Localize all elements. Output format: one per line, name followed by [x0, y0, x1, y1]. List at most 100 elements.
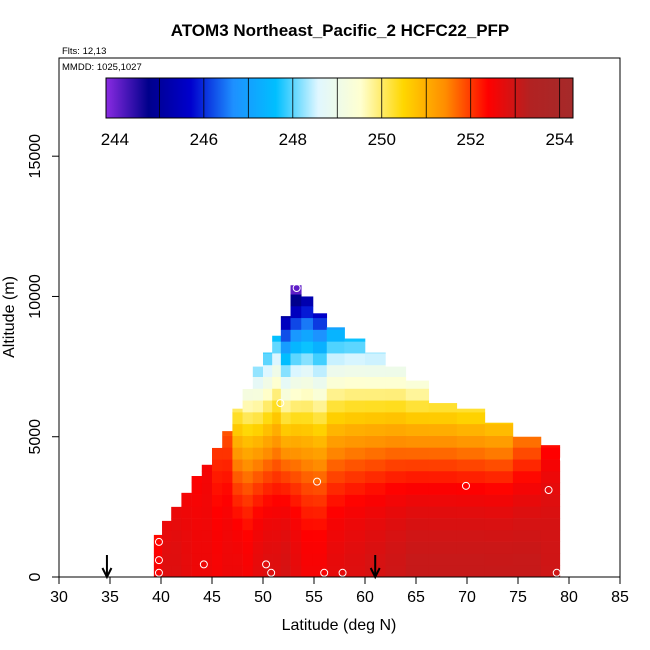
heatmap-cell	[326, 529, 345, 542]
heatmap-cell	[252, 470, 264, 484]
heatmap-cell	[301, 353, 314, 366]
heatmap-cell	[272, 529, 282, 542]
heatmap-cell	[301, 553, 314, 566]
heatmap-cell	[484, 494, 514, 507]
heatmap-cell	[290, 294, 302, 307]
heatmap-cell	[252, 366, 264, 377]
heatmap-cell	[365, 447, 386, 460]
heatmap-cell	[512, 447, 542, 460]
heatmap-cell	[290, 518, 302, 531]
heatmap-cell	[312, 435, 328, 448]
heatmap-cell	[301, 529, 314, 542]
heatmap-cell	[242, 470, 254, 484]
heatmap-cell	[222, 435, 233, 448]
heatmap-cell	[263, 518, 273, 531]
heatmap-cell	[365, 494, 386, 507]
x-tick-label: 40	[152, 589, 170, 606]
heatmap-cell	[280, 529, 291, 542]
heatmap-cell	[344, 518, 366, 531]
heatmap-cell	[272, 435, 282, 448]
heatmap-cell	[242, 518, 254, 531]
heatmap-cell	[456, 565, 486, 578]
heatmap-cell	[365, 376, 386, 389]
heatmap-cell	[428, 565, 458, 578]
heatmap-cell	[456, 482, 486, 495]
y-tick-label: 15000	[27, 134, 44, 179]
heatmap-cell	[301, 506, 314, 519]
heatmap-cell	[242, 459, 254, 472]
heatmap-cell	[222, 447, 233, 460]
heatmap-cell	[428, 541, 458, 554]
heatmap-cell	[201, 565, 213, 578]
sample-point	[199, 560, 208, 569]
flights-label: Flts: 12,13	[62, 46, 106, 57]
heatmap-cell	[272, 335, 282, 342]
heatmap-cell	[232, 408, 243, 413]
heatmap-cell	[405, 400, 430, 413]
heatmap-cell	[428, 470, 458, 484]
heatmap-cell	[456, 412, 486, 425]
sample-point	[276, 399, 285, 408]
heatmap-cell	[252, 459, 264, 472]
heatmap-cell	[290, 305, 302, 319]
heatmap-cell	[301, 518, 314, 531]
heatmap-cell	[312, 529, 328, 542]
heatmap-cell	[171, 565, 182, 578]
heatmap-cell	[344, 412, 366, 425]
heatmap-cell	[365, 352, 386, 354]
heatmap-cell	[263, 459, 273, 472]
heatmap-cell	[405, 506, 430, 519]
heatmap-cell	[326, 388, 345, 401]
heatmap-cell	[171, 553, 182, 566]
heatmap-cell	[365, 435, 386, 448]
heatmap-cell	[222, 506, 233, 519]
heatmap-cell	[405, 518, 430, 531]
heatmap-cell	[405, 459, 430, 472]
heatmap-cell	[242, 529, 254, 542]
sample-point	[154, 568, 163, 577]
heatmap-cell	[242, 447, 254, 460]
x-tick-label: 75	[509, 589, 527, 606]
heatmap-cell	[272, 341, 282, 354]
heatmap-cell	[280, 518, 291, 531]
heatmap-cell	[344, 435, 366, 448]
heatmap-cell	[365, 518, 386, 531]
heatmap-cell	[512, 482, 542, 495]
heatmap-cell	[191, 565, 203, 578]
heatmap-cell	[290, 482, 302, 495]
heatmap-cell	[290, 388, 302, 401]
heatmap-cell	[301, 435, 314, 448]
heatmap-cell	[280, 316, 291, 319]
heatmap-cell	[232, 459, 243, 472]
heatmap-cell	[280, 565, 291, 578]
heatmap-cell	[456, 529, 486, 542]
heatmap-cell	[385, 470, 407, 484]
heatmap-cell	[263, 435, 273, 448]
heatmap-cell	[252, 553, 264, 566]
heatmap-cell	[326, 412, 345, 425]
heatmap-cell	[280, 423, 291, 436]
colorbar-fill	[105, 77, 574, 119]
heatmap-cell	[428, 403, 458, 413]
heatmap-cell	[326, 435, 345, 448]
heatmap-cell	[540, 494, 561, 507]
heatmap-cell	[201, 464, 213, 472]
heatmap-cell	[153, 541, 163, 554]
heatmap-cell	[272, 423, 282, 436]
heatmap-cell	[385, 482, 407, 495]
heatmap-cell	[385, 412, 407, 425]
heatmap-cell	[290, 364, 302, 377]
heatmap-cell	[405, 565, 430, 578]
heatmap-cell	[365, 353, 386, 366]
heatmap-cell	[272, 470, 282, 484]
heatmap-cell	[222, 459, 233, 472]
down-arrow-icon	[101, 555, 113, 580]
heatmap-cell	[222, 565, 233, 578]
heatmap-cell	[484, 506, 514, 519]
heatmap-cell	[153, 565, 163, 578]
heatmap-cell	[428, 447, 458, 460]
heatmap-cell	[365, 506, 386, 519]
heatmap-cell	[385, 400, 407, 413]
heatmap-cell	[326, 423, 345, 436]
